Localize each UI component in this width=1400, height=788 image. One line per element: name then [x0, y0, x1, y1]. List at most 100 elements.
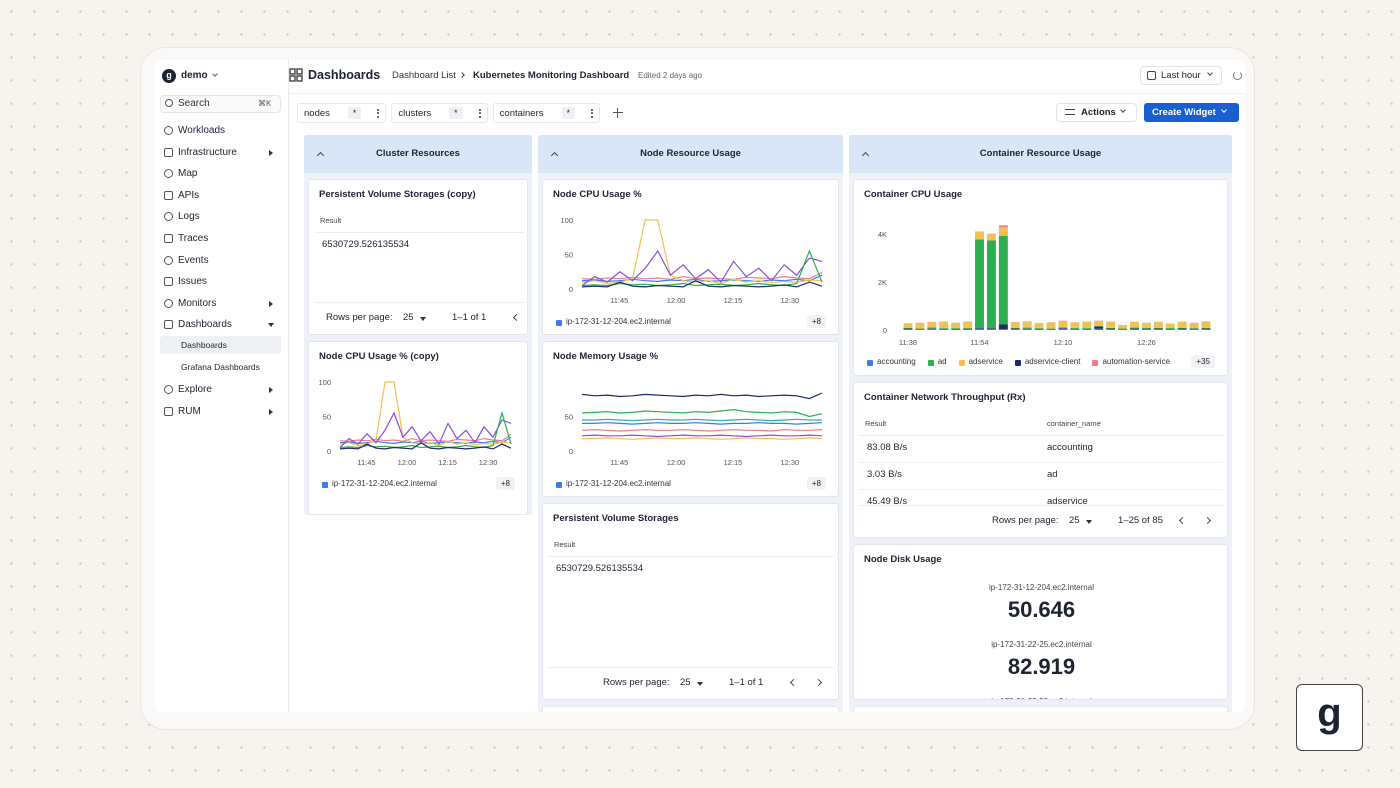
legend-label[interactable]: accounting [877, 357, 916, 366]
table-header: container_name [1047, 419, 1101, 428]
bar-segment [975, 328, 984, 330]
widget [853, 706, 1228, 712]
nav-subitem[interactable]: Dashboards [181, 340, 227, 350]
series-line [582, 418, 822, 422]
legend-label[interactable]: ip-172-31-12-204.ec2.internal [566, 479, 671, 488]
filter-bar: nodes * clusters * containers * [297, 103, 626, 123]
bar-segment [1070, 329, 1080, 330]
actions-icon [1065, 109, 1075, 115]
bar-segment [1094, 320, 1104, 326]
actions-button[interactable] [1056, 103, 1137, 122]
page-size[interactable]: 25 [1069, 515, 1080, 526]
table-cell: adservice [1047, 496, 1088, 507]
series-line [582, 422, 823, 425]
x-tick-label: 12:30 [780, 458, 799, 467]
nav-icon [164, 255, 173, 265]
legend-more[interactable]: +35 [1191, 355, 1215, 368]
nav-item[interactable]: Dashboards [178, 319, 232, 331]
nav-arrow [269, 408, 273, 415]
nav-icon [164, 234, 173, 243]
legend-more[interactable]: +8 [495, 477, 515, 490]
add-filter[interactable] [611, 106, 626, 120]
search-box[interactable] [160, 95, 281, 113]
x-tick-label: 12:26 [1137, 338, 1156, 347]
bar-segment [903, 327, 913, 329]
column-header [538, 135, 843, 173]
filter-chip[interactable]: containers * [492, 103, 601, 123]
nav-item[interactable]: Explore [178, 384, 212, 396]
filter-menu [377, 108, 380, 118]
rows-per-page-label: Rows per page: [992, 515, 1059, 526]
nav-item[interactable]: Map [178, 168, 198, 180]
x-tick-label: 12:00 [398, 458, 417, 467]
time-range-button[interactable] [1140, 66, 1222, 85]
bar-segment [1010, 327, 1020, 329]
create-widget-button[interactable] [1144, 103, 1239, 122]
breadcrumb-link[interactable]: Dashboard List [392, 70, 456, 81]
legend-label[interactable]: automation-service [1102, 357, 1171, 366]
nav-item[interactable]: Workloads [178, 125, 226, 136]
nav-item[interactable]: Logs [178, 211, 200, 223]
prev-page[interactable] [789, 678, 798, 687]
nav-item[interactable]: Events [178, 254, 209, 266]
actions-label: Actions [1081, 107, 1116, 118]
workspace-avatar[interactable]: g [162, 69, 176, 83]
widget: Container CPU Usage 0 2K 4K 11:38 11:54 12:10 1… [853, 179, 1228, 376]
bar-segment [1022, 328, 1032, 330]
nav-subitem[interactable]: Grafana Dashboards [181, 361, 260, 372]
series-line [339, 381, 512, 447]
nav-icon [164, 126, 173, 135]
filter-chip[interactable]: clusters * [391, 103, 488, 123]
nav-item[interactable]: RUM [178, 405, 201, 417]
nav-icon [164, 406, 173, 416]
app-window: g demo Search ⌘K Dashboards Dashboard Li… [155, 60, 1245, 712]
bar-segment [1046, 329, 1056, 330]
legend-label[interactable]: adservice [968, 357, 1003, 366]
bar-segment [927, 322, 937, 328]
prev-page[interactable] [512, 313, 521, 322]
stat-value: 50.646 [1007, 597, 1076, 622]
table-cell: 45.49 B/s [867, 496, 908, 507]
bar-segment [1201, 329, 1211, 330]
legend-more[interactable]: +8 [806, 477, 826, 490]
bar-segment [986, 240, 996, 329]
page-size[interactable]: 25 [680, 677, 691, 688]
legend-label[interactable]: ad [937, 357, 947, 366]
nav-icon [164, 190, 173, 200]
y-tick-label: 0 [327, 447, 331, 456]
legend-label[interactable]: adservice-client [1024, 357, 1081, 366]
bar-segment [998, 227, 1008, 236]
y-tick-label: 2K [878, 278, 887, 287]
legend-label[interactable]: ip-172-31-12-204.ec2.internal [332, 479, 437, 488]
next-page[interactable] [814, 678, 823, 687]
refresh-icon[interactable] [1233, 71, 1242, 80]
nav-item[interactable]: Monitors [178, 297, 217, 309]
widget-title: Node Memory Usage % [553, 351, 659, 362]
page-size-caret [420, 317, 426, 321]
filter-chip[interactable]: nodes * [297, 103, 387, 123]
y-tick-label: 4K [878, 230, 887, 239]
widget: Node CPU Usage % (copy) 0 50 100 11:45 12:00 1… [308, 341, 528, 515]
prev-page[interactable] [1178, 516, 1187, 525]
nav-item[interactable]: Issues [178, 276, 207, 288]
filter-name: clusters [398, 107, 432, 119]
table-header: Result [320, 216, 342, 225]
table-cell: accounting [1047, 442, 1093, 453]
next-page[interactable] [1203, 516, 1212, 525]
series-line [339, 436, 512, 445]
workspace-name[interactable]: demo [181, 70, 208, 81]
legend-label[interactable]: ip-172-31-12-204.ec2.internal [566, 317, 671, 326]
table-cell: 3.03 B/s [867, 469, 902, 480]
series-line [581, 280, 823, 288]
dashboard-column: Node Resource Usage Node CPU Usage % 0 50 10… [538, 135, 843, 712]
bar-segment [998, 324, 1008, 330]
page-size-caret [1086, 520, 1092, 524]
nav-item[interactable]: Traces [178, 233, 209, 244]
x-tick-label: 12:00 [667, 296, 686, 305]
x-tick-label: 11:45 [357, 458, 375, 467]
widget: Node Memory Usage % 0 50 11:45 12:00 12:15 12:… [542, 341, 839, 497]
nav-item[interactable]: APIs [178, 189, 200, 201]
legend-more[interactable]: +8 [806, 315, 826, 328]
nav-item[interactable]: Infrastructure [178, 146, 237, 158]
page-size[interactable]: 25 [403, 312, 414, 323]
